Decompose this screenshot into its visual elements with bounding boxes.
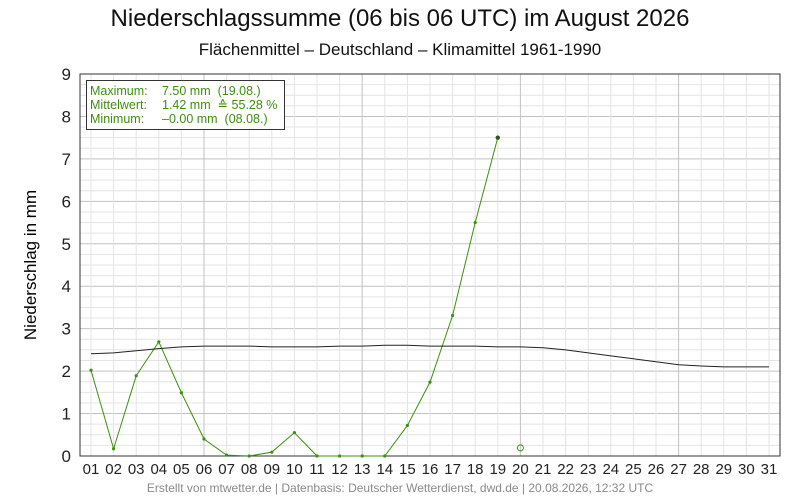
x-tick-label: 27 [670, 461, 687, 478]
stat-maximum: Maximum: 7.50 mm (19.08.) [90, 84, 284, 98]
x-tick-label: 11 [309, 461, 325, 478]
x-tick-label: 19 [489, 461, 506, 478]
chart-subtitle: Flächenmittel – Deutschland – Klimamitte… [198, 40, 602, 59]
y-axis-label: Niederschlag in mm [21, 190, 40, 340]
x-tick-label: 14 [376, 461, 393, 478]
y-tick-label: 9 [62, 65, 71, 84]
x-tick-label: 18 [467, 461, 484, 478]
observed-point [315, 454, 319, 458]
x-tick-label: 17 [444, 461, 461, 478]
y-tick-label: 5 [62, 235, 71, 254]
chart-title: Niederschlagssumme (06 bis 06 UTC) im Au… [110, 5, 690, 32]
y-tick-label: 8 [62, 107, 71, 126]
observed-point [473, 220, 477, 225]
x-tick-label: 02 [105, 461, 122, 478]
x-tick-label: 23 [580, 461, 597, 478]
observed-point [225, 453, 229, 457]
x-tick-label: 26 [648, 461, 665, 478]
x-axis-ticks: 01 02 03 04 05 06 07 08 09 10 11 12 13 14 15 16 17 18 19 20… [83, 461, 778, 478]
x-tick-label: 07 [218, 461, 235, 478]
observed-point [247, 454, 251, 458]
x-tick-label: 30 [738, 461, 755, 478]
observed-point [202, 437, 206, 441]
observed-point [383, 454, 387, 458]
x-tick-label: 21 [535, 461, 552, 478]
observed-point [112, 447, 116, 451]
observed-point [157, 340, 161, 344]
x-tick-label: 08 [241, 461, 258, 478]
observed-point [270, 450, 274, 454]
stat-max-date: (19.08.) [217, 84, 261, 98]
x-tick-label: 10 [286, 461, 303, 478]
footer-credits: Erstellt von mtwetter.de | Datenbasis: D… [146, 481, 654, 495]
stat-mean-value: 1.42 mm [162, 98, 211, 112]
x-tick-label: 06 [196, 461, 213, 478]
x-tick-label: 03 [128, 461, 145, 478]
x-tick-label: 22 [557, 461, 574, 478]
observed-point [405, 423, 409, 428]
stat-max-value: 7.50 mm [162, 84, 211, 98]
observed-point [134, 374, 138, 378]
observed-point [89, 368, 93, 372]
stat-min-value: –0.00 mm [162, 112, 218, 126]
x-tick-label: 28 [693, 461, 710, 478]
stat-min-label: Minimum: [90, 112, 145, 126]
stat-mean-pct: ≙ 55.28 % [217, 98, 278, 112]
x-tick-label: 16 [422, 461, 439, 478]
series [89, 135, 769, 458]
x-tick-label: 09 [263, 461, 280, 478]
x-tick-label: 20 [512, 461, 529, 478]
y-tick-label: 1 [62, 405, 71, 424]
x-tick-label: 01 [83, 461, 100, 478]
observed-point [428, 380, 432, 384]
y-tick-label: 4 [62, 277, 71, 296]
stat-max-label: Maximum: [90, 84, 148, 98]
y-tick-label: 6 [62, 192, 71, 211]
x-tick-label: 24 [602, 461, 619, 478]
y-axis-ticks: 0 1 2 3 4 5 6 7 8 9 [62, 65, 71, 466]
statistics-box: Maximum: 7.50 mm (19.08.) Mittelwert: 1.42… [86, 80, 285, 130]
stat-mean: Mittelwert: 1.42 mm ≙ 55.28 % [90, 98, 284, 112]
y-tick-label: 3 [62, 320, 71, 339]
stat-mean-label: Mittelwert: [90, 98, 147, 112]
current-day-marker [516, 444, 524, 452]
grid [80, 74, 780, 456]
observed-point [360, 454, 364, 458]
x-tick-label: 31 [761, 461, 778, 478]
x-tick-label: 13 [354, 461, 371, 478]
observed-point [451, 313, 455, 318]
y-tick-label: 7 [62, 150, 71, 169]
stat-minimum: Minimum: –0.00 mm (08.08.) [90, 112, 284, 126]
observed-point [179, 391, 183, 395]
climate-mean-line [90, 344, 769, 368]
stat-min-date: (08.08.) [224, 112, 268, 126]
x-tick-label: 29 [715, 461, 732, 478]
observed-point [495, 135, 500, 140]
y-tick-label: 0 [62, 447, 71, 466]
observed-point [292, 431, 296, 435]
x-tick-label: 15 [399, 461, 416, 478]
x-tick-label: 25 [625, 461, 642, 478]
x-tick-label: 04 [150, 461, 167, 478]
x-tick-label: 12 [331, 461, 348, 478]
x-tick-label: 05 [173, 461, 190, 478]
y-tick-label: 2 [62, 362, 71, 381]
observed-point [338, 454, 342, 458]
plot-frame [79, 73, 781, 457]
